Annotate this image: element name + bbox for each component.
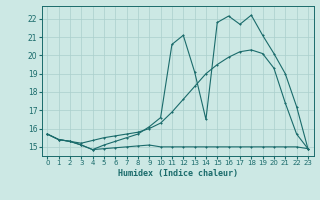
X-axis label: Humidex (Indice chaleur): Humidex (Indice chaleur) xyxy=(118,169,237,178)
